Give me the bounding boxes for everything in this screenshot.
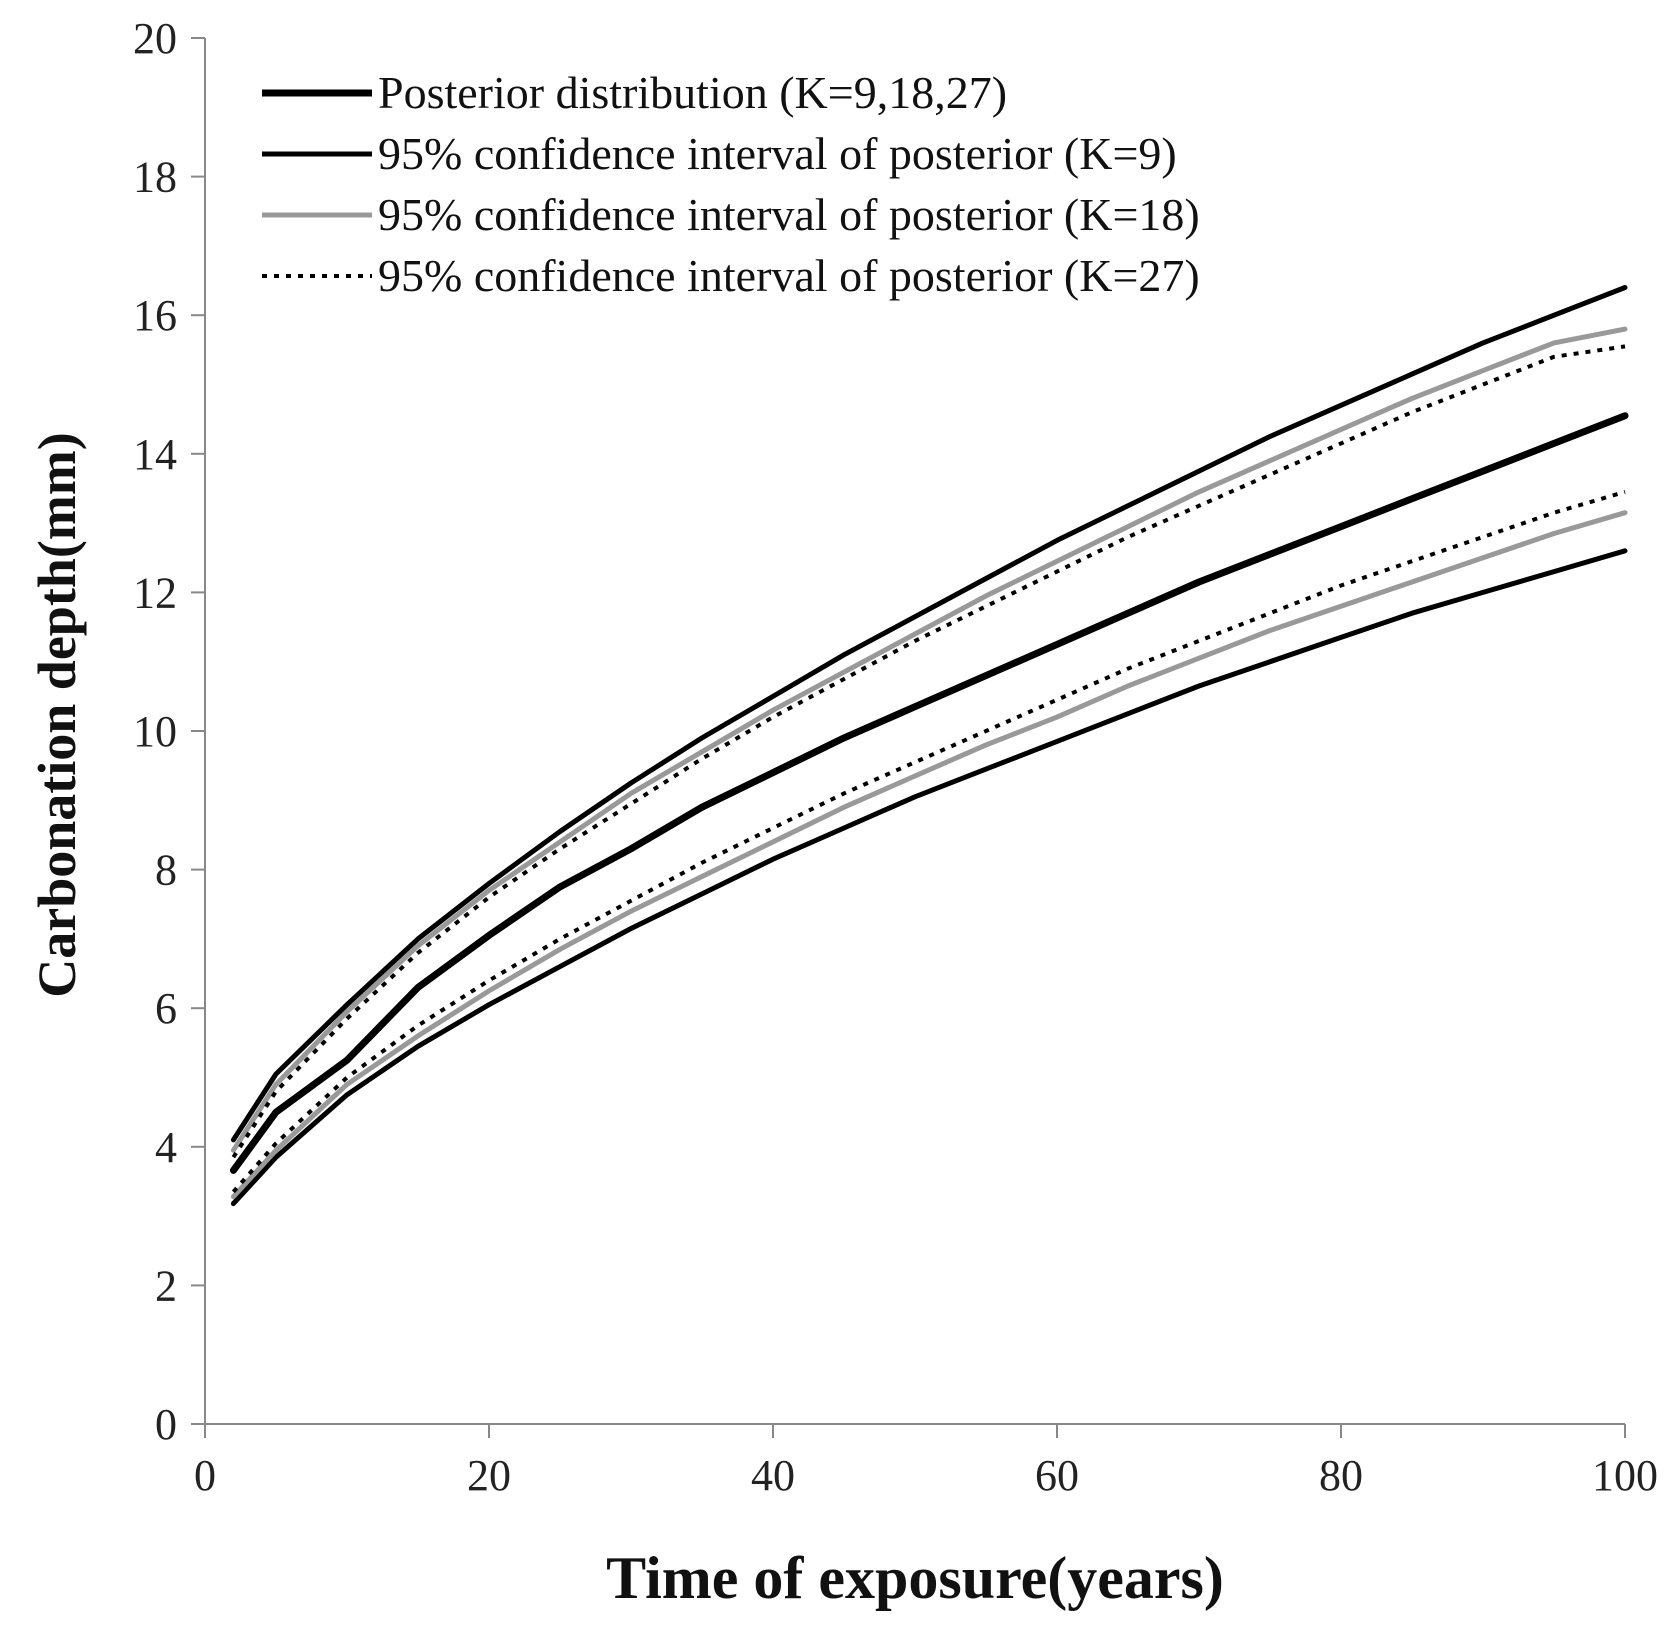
- axis-ticks: [191, 37, 1626, 1438]
- x-tick-label: 60: [1035, 1451, 1079, 1500]
- y-tick-label: 8: [155, 846, 177, 895]
- x-tick-label: 0: [194, 1451, 216, 1500]
- y-tick-label: 14: [133, 430, 177, 479]
- y-tick-label: 4: [155, 1123, 177, 1172]
- legend-label: Posterior distribution (K=9,18,27): [378, 67, 1007, 118]
- y-tick-label: 0: [155, 1400, 177, 1449]
- legend-label: 95% confidence interval of posterior (K=…: [378, 250, 1200, 301]
- y-axis-title: Carbonation depth(mm): [27, 432, 87, 998]
- series-line-6: [231, 489, 1626, 1194]
- x-tick-label: 100: [1592, 1451, 1658, 1500]
- x-tick-label: 80: [1319, 1451, 1363, 1500]
- y-tick-label: 6: [155, 984, 177, 1033]
- series-line-1: [230, 285, 1628, 1143]
- y-tick-label: 12: [133, 568, 177, 617]
- y-tick-label: 18: [133, 153, 177, 202]
- y-tick-label: 16: [133, 291, 177, 340]
- legend: Posterior distribution (K=9,18,27) 95% co…: [262, 67, 1200, 301]
- x-tick-labels: 0 20 40 60 80 100: [194, 1451, 1658, 1500]
- x-tick-label: 20: [467, 1451, 511, 1500]
- series-lines: [229, 285, 1629, 1207]
- series-line-5: [231, 344, 1626, 1159]
- series-line-4: [230, 510, 1628, 1200]
- legend-label: 95% confidence interval of posterior (K=…: [378, 128, 1177, 179]
- series-line-0: [229, 412, 1629, 1174]
- y-tick-label: 10: [133, 707, 177, 756]
- series-line-3: [230, 326, 1628, 1153]
- x-axis-title: Time of exposure(years): [606, 1545, 1224, 1611]
- y-tick-label: 20: [133, 14, 177, 63]
- series-line-2: [230, 548, 1628, 1207]
- y-tick-labels: 0 2 4 6 8 10 12 14 16 18 20: [133, 14, 177, 1449]
- legend-label: 95% confidence interval of posterior (K=…: [378, 189, 1200, 240]
- y-tick-label: 2: [155, 1261, 177, 1310]
- x-tick-label: 40: [751, 1451, 795, 1500]
